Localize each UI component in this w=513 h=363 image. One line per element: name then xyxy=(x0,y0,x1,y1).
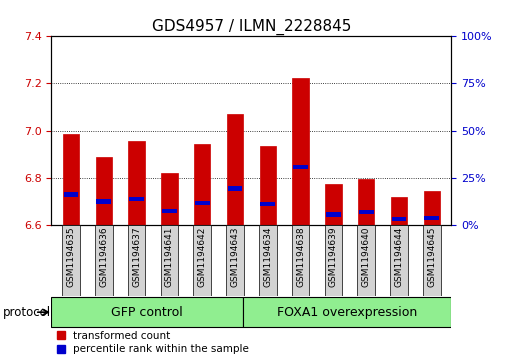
FancyBboxPatch shape xyxy=(62,225,80,296)
FancyBboxPatch shape xyxy=(243,298,451,327)
Bar xyxy=(129,197,144,201)
FancyBboxPatch shape xyxy=(51,298,243,327)
Bar xyxy=(128,141,145,225)
Bar xyxy=(326,212,341,217)
FancyBboxPatch shape xyxy=(259,225,277,296)
FancyBboxPatch shape xyxy=(292,225,309,296)
Text: GSM1194636: GSM1194636 xyxy=(100,227,108,287)
Bar xyxy=(359,210,373,214)
Bar xyxy=(227,114,243,225)
Bar xyxy=(391,217,406,221)
Bar xyxy=(162,209,177,213)
FancyBboxPatch shape xyxy=(390,225,408,296)
Text: GSM1194642: GSM1194642 xyxy=(198,227,207,287)
Bar xyxy=(195,200,209,205)
Bar xyxy=(424,191,440,225)
Bar xyxy=(64,192,78,196)
Title: GDS4957 / ILMN_2228845: GDS4957 / ILMN_2228845 xyxy=(152,19,351,35)
Bar xyxy=(293,165,308,170)
FancyBboxPatch shape xyxy=(358,225,375,296)
Bar xyxy=(358,179,374,225)
FancyBboxPatch shape xyxy=(226,225,244,296)
Bar xyxy=(63,134,79,225)
Bar xyxy=(96,199,111,204)
Text: FOXA1 overexpression: FOXA1 overexpression xyxy=(277,306,418,319)
Bar xyxy=(391,197,407,225)
Bar xyxy=(325,184,342,225)
FancyBboxPatch shape xyxy=(128,225,145,296)
Text: GSM1194634: GSM1194634 xyxy=(263,227,272,287)
Text: GSM1194635: GSM1194635 xyxy=(67,227,75,287)
Text: GSM1194643: GSM1194643 xyxy=(230,227,240,287)
Bar xyxy=(228,186,242,191)
Bar xyxy=(194,144,210,225)
Bar xyxy=(95,157,112,225)
FancyBboxPatch shape xyxy=(325,225,342,296)
Bar xyxy=(292,78,309,225)
FancyBboxPatch shape xyxy=(95,225,113,296)
Bar xyxy=(260,146,276,225)
Text: protocol: protocol xyxy=(3,306,51,319)
Legend: transformed count, percentile rank within the sample: transformed count, percentile rank withi… xyxy=(56,331,249,354)
Bar xyxy=(424,216,439,220)
FancyBboxPatch shape xyxy=(193,225,211,296)
Text: GSM1194638: GSM1194638 xyxy=(296,227,305,287)
Text: GSM1194639: GSM1194639 xyxy=(329,227,338,287)
Bar xyxy=(261,202,275,206)
Text: GSM1194645: GSM1194645 xyxy=(427,227,436,287)
FancyBboxPatch shape xyxy=(423,225,441,296)
Text: GSM1194637: GSM1194637 xyxy=(132,227,141,287)
FancyBboxPatch shape xyxy=(161,225,178,296)
Text: GSM1194640: GSM1194640 xyxy=(362,227,371,287)
Text: GFP control: GFP control xyxy=(111,306,183,319)
Text: GSM1194641: GSM1194641 xyxy=(165,227,174,287)
Text: GSM1194644: GSM1194644 xyxy=(394,227,403,287)
Bar xyxy=(161,173,177,225)
